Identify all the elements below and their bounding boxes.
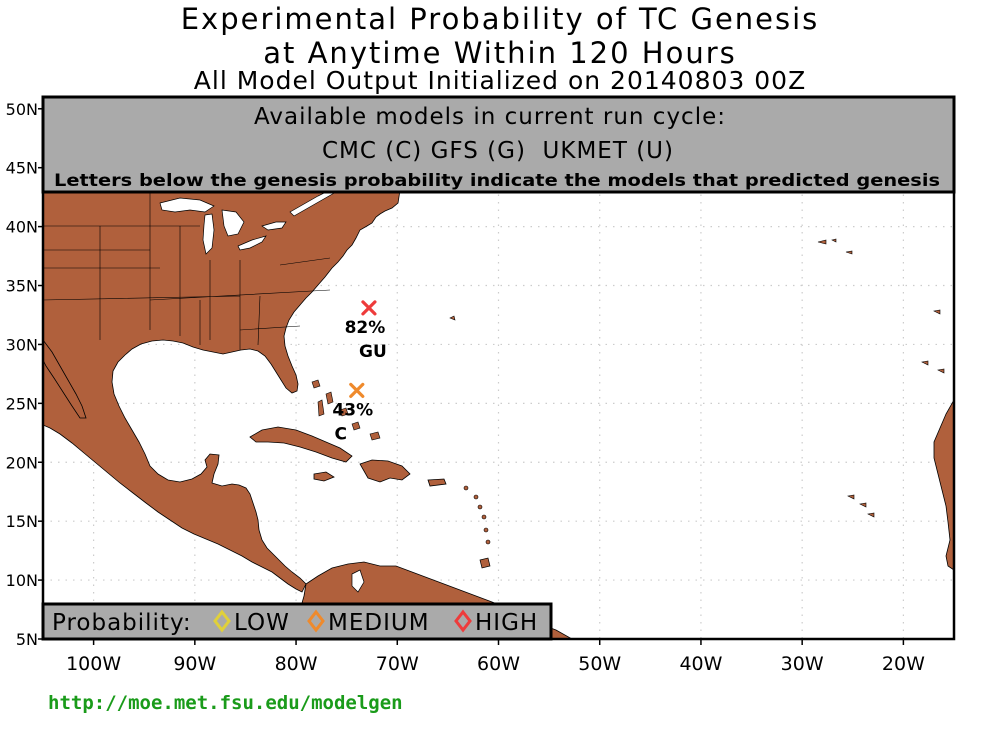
land-jamaica: [313, 471, 335, 482]
lat-tick-label-9: 50N: [6, 100, 38, 119]
legend-item-label-1: MEDIUM: [328, 610, 430, 636]
genesis-probability-1: 43%: [332, 400, 373, 420]
land-canary: [921, 309, 945, 374]
legend-diamond-0: [213, 609, 231, 633]
legend-item-label-0: LOW: [234, 610, 290, 636]
lat-tick-label-8: 45N: [6, 159, 38, 178]
land-lesser-antilles: [463, 485, 491, 545]
info-line-2: CMC (C) GFS (G) UKMET (U): [322, 138, 674, 164]
genesis-probability-0: 82%: [345, 318, 386, 338]
longitude-labels: 100W 90W 80W 70W 60W 50W 40W 30W 20W: [66, 639, 925, 675]
legend: Probability: LOW MEDIUM HIGH: [41, 602, 553, 641]
land-hispaniola: [359, 459, 411, 483]
lon-tick-label-3: 70W: [376, 653, 419, 675]
lake-erie: [237, 235, 267, 251]
lat-tick-label-1: 10N: [6, 571, 38, 590]
legend-diamond-2: [454, 609, 472, 633]
footer-url[interactable]: http://moe.met.fsu.edu/modelgen: [48, 692, 403, 714]
lon-tick-label-7: 30W: [781, 653, 824, 675]
legend-item-label-2: HIGH: [475, 610, 538, 636]
lon-tick-label-8: 20W: [882, 653, 925, 675]
lon-tick-label-0: 100W: [66, 653, 121, 675]
lon-tick-label-5: 50W: [578, 653, 621, 675]
lat-tick-label-6: 35N: [6, 277, 38, 296]
legend-label: Probability:: [52, 610, 192, 636]
land-bermuda: [449, 315, 456, 321]
genesis-markers: 82% GU 43% C: [332, 300, 387, 444]
genesis-point-1: 43% C: [332, 382, 373, 444]
lat-tick-label-2: 15N: [6, 512, 38, 531]
land-africa: [933, 399, 954, 571]
legend-diamond-1: [307, 609, 325, 633]
lake-maracaibo: [351, 569, 365, 593]
lon-tick-label-1: 90W: [173, 653, 216, 675]
land-north-america: [43, 189, 401, 593]
lat-tick-label-7: 40N: [6, 218, 38, 237]
genesis-models-0: GU: [359, 342, 387, 362]
land-cape-verde: [847, 494, 875, 518]
latitude-labels: 5N 10N 15N 20N 25N 30N 35N 40N 45N 50N: [6, 100, 43, 649]
land-bahamas: [311, 379, 381, 441]
lake-huron: [221, 209, 245, 237]
info-panel: [41, 95, 956, 194]
lake-ontario: [261, 221, 287, 231]
land-azores: [817, 238, 853, 255]
lon-tick-label-4: 60W: [477, 653, 520, 675]
genesis-point-0: 82% GU: [345, 300, 387, 362]
land-puerto-rico: [427, 478, 447, 487]
info-line-1: Available models in current run cycle:: [254, 104, 726, 130]
lat-tick-label-3: 20N: [6, 453, 38, 472]
genesis-marker-x-0: [361, 300, 377, 316]
land-baja: [43, 339, 87, 419]
title-line-2: at Anytime Within 120 Hours: [263, 36, 737, 70]
genesis-marker-x-1: [349, 382, 365, 398]
genesis-models-1: C: [335, 424, 347, 444]
title-line-3: All Model Output Initialized on 20140803…: [193, 66, 807, 95]
legend-box: [41, 602, 553, 641]
lake-michigan: [202, 213, 215, 255]
lake-superior: [159, 197, 215, 213]
land-trinidad: [479, 557, 491, 569]
legend-items: LOW MEDIUM HIGH: [213, 609, 538, 636]
lat-tick-label-0: 5N: [16, 630, 38, 649]
lon-tick-label-2: 80W: [275, 653, 318, 675]
state-borders: [43, 190, 331, 350]
lat-tick-label-5: 30N: [6, 335, 38, 354]
title-line-1: Experimental Probability of TC Genesis: [180, 2, 820, 36]
lon-tick-label-6: 40W: [679, 653, 722, 675]
info-line-3: Letters below the genesis probability in…: [54, 171, 940, 191]
lat-tick-label-4: 25N: [6, 394, 38, 413]
land-cuba: [249, 426, 353, 463]
